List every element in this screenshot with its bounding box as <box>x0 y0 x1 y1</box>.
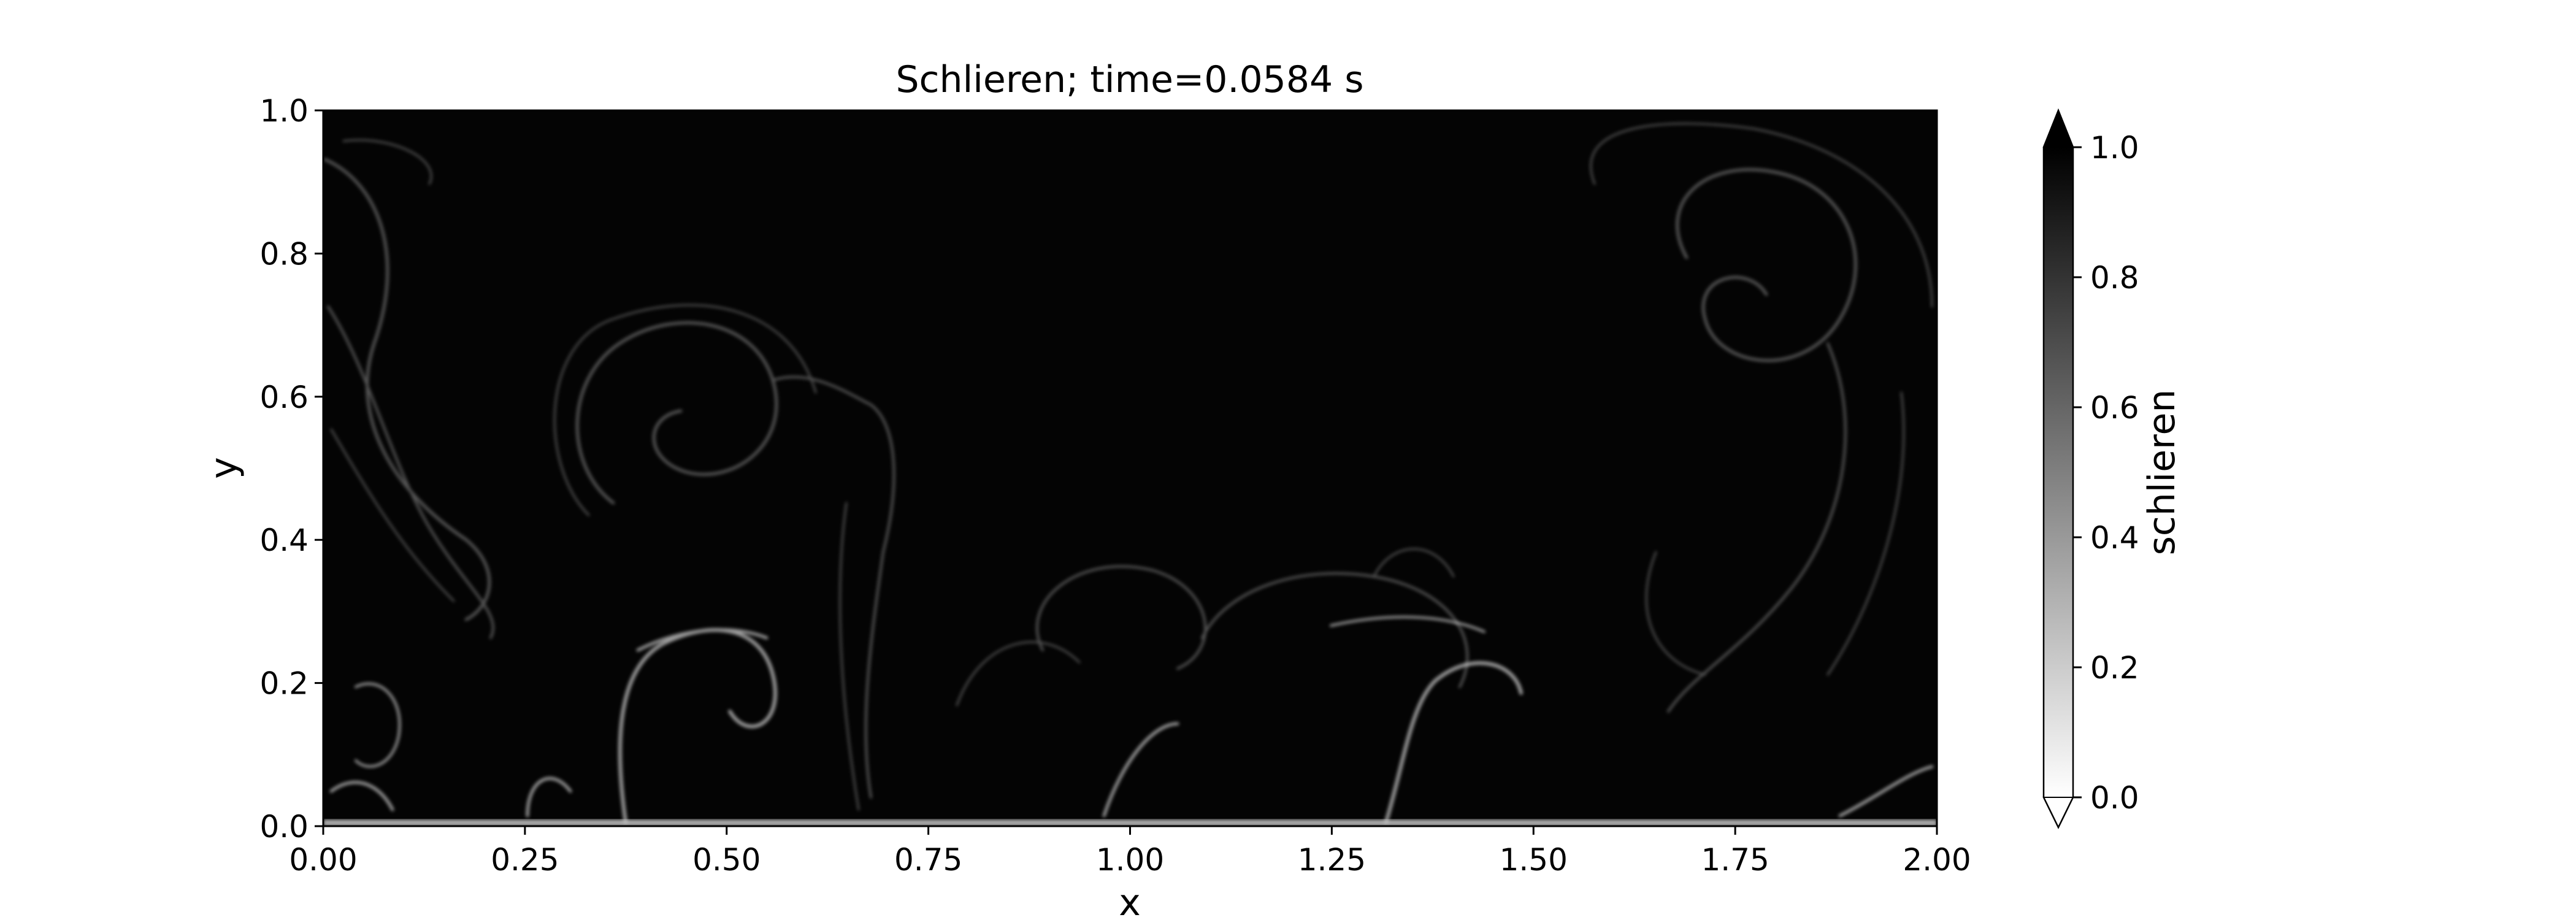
colorbar-extend-min <box>2042 797 2074 829</box>
y-axis-ticks: 0.0 0.2 0.4 0.6 0.8 1.0 <box>259 93 323 845</box>
x-tick-label: 2.00 <box>1903 842 1971 878</box>
x-tick-label: 1.00 <box>1096 842 1164 878</box>
y-tick-label: 0.2 <box>259 666 309 702</box>
x-tick-label: 0.25 <box>491 842 559 878</box>
colorbar-tick-label: 0.2 <box>2090 650 2139 686</box>
colorbar-tick-label: 0.6 <box>2090 390 2139 426</box>
colorbar-tick-label: 0.4 <box>2090 520 2139 556</box>
x-tick-label: 0.75 <box>894 842 962 878</box>
y-axis-label: y <box>202 457 245 479</box>
colorbar-gradient <box>2044 147 2073 797</box>
chart-title: Schlieren; time=0.0584 s <box>895 58 1363 101</box>
colorbar-label: schlieren <box>2141 389 2183 556</box>
heatmap-image <box>323 110 1937 826</box>
y-tick-label: 0.8 <box>259 236 309 272</box>
colorbar-ticks: 0.0 0.2 0.4 0.6 0.8 1.0 <box>2073 130 2139 816</box>
colorbar: 0.0 0.2 0.4 0.6 0.8 1.0 schlieren <box>2042 108 2183 829</box>
y-tick-label: 0.4 <box>259 523 309 558</box>
y-tick-label: 0.0 <box>259 809 309 845</box>
colorbar-tick-label: 0.8 <box>2090 260 2139 296</box>
x-axis-ticks: 0.00 0.25 0.50 0.75 1.00 1.25 1.50 1.75 2.00 <box>289 826 1971 878</box>
x-tick-label: 1.75 <box>1701 842 1769 878</box>
y-tick-label: 1.0 <box>259 93 309 129</box>
x-axis-label: x <box>1119 881 1141 920</box>
x-tick-label: 1.50 <box>1500 842 1568 878</box>
colorbar-extend-max <box>2042 109 2074 148</box>
colorbar-tick-label: 0.0 <box>2090 780 2139 816</box>
x-tick-label: 1.25 <box>1298 842 1366 878</box>
colorbar-tick-label: 1.0 <box>2090 130 2139 166</box>
x-tick-label: 0.00 <box>289 842 357 878</box>
y-tick-label: 0.6 <box>259 380 309 415</box>
x-tick-label: 0.50 <box>692 842 761 878</box>
